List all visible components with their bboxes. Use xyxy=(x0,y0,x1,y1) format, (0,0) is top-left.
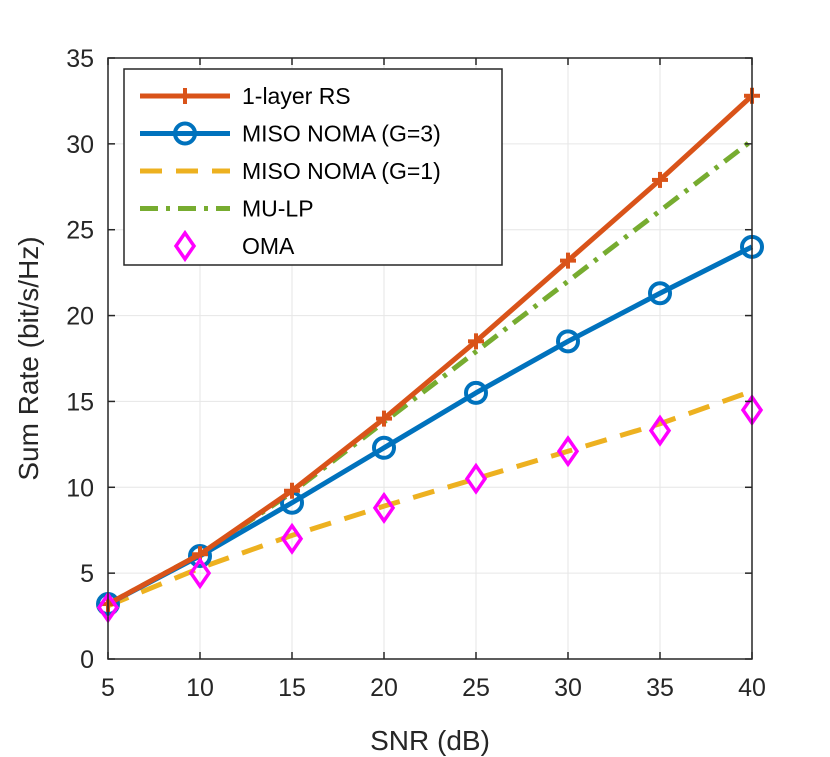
legend-label: OMA xyxy=(242,233,295,259)
y-tick-label: 10 xyxy=(66,474,94,502)
series-miso-noma-g-1 xyxy=(107,388,753,609)
data-point xyxy=(464,380,488,405)
x-tick-label: 40 xyxy=(738,674,766,702)
plot-frame xyxy=(107,57,753,660)
legend-label: MU-LP xyxy=(242,196,314,222)
y-tick-label: 30 xyxy=(66,131,94,159)
x-tick-label: 15 xyxy=(278,674,306,702)
y-tick-label: 20 xyxy=(66,303,94,331)
legend-item: OMA xyxy=(173,229,295,263)
y-tick-label: 0 xyxy=(80,646,94,674)
data-point xyxy=(560,252,576,269)
data-point xyxy=(280,522,304,555)
data-point xyxy=(468,333,484,350)
data-point xyxy=(648,414,672,447)
data-point xyxy=(648,281,672,306)
data-point xyxy=(372,491,396,524)
y-tick-label: 5 xyxy=(80,560,94,588)
x-tick-label: 20 xyxy=(370,674,398,702)
data-point xyxy=(376,410,392,427)
data-point xyxy=(464,462,488,495)
legend-label: MISO NOMA (G=1) xyxy=(242,158,441,184)
data-point xyxy=(556,435,580,468)
legend-swatch-marker xyxy=(173,229,197,263)
x-axis-title: SNR (dB) xyxy=(370,725,490,756)
series-line xyxy=(106,244,754,607)
x-tick-label: 10 xyxy=(186,674,214,702)
series-line xyxy=(107,388,753,609)
legend-item: MISO NOMA (G=1) xyxy=(140,158,441,184)
y-tick-label: 15 xyxy=(66,388,94,416)
legend-swatch-marker xyxy=(177,88,193,104)
x-tick-label: 5 xyxy=(101,674,115,702)
data-point xyxy=(188,543,212,568)
legend-item: 1-layer RS xyxy=(140,83,351,109)
legend-item: MISO NOMA (G=3) xyxy=(140,121,441,147)
series-line xyxy=(106,93,754,607)
legend-swatch-marker xyxy=(173,121,197,146)
x-tick-label: 35 xyxy=(646,674,674,702)
legend: 1-layer RS MISO NOMA (G=3) MISO NOMA (G=1)… xyxy=(123,68,503,266)
data-point xyxy=(284,482,300,499)
y-tick-label: 35 xyxy=(66,45,94,73)
legend-item: MU-LP xyxy=(140,196,314,222)
data-point xyxy=(652,171,668,188)
legend-label: MISO NOMA (G=3) xyxy=(242,121,441,147)
y-axis-title: Sum Rate (bit/s/Hz) xyxy=(13,236,44,480)
x-tick-label: 25 xyxy=(462,674,490,702)
data-point xyxy=(372,435,396,460)
data-point xyxy=(556,329,580,354)
y-tick-label: 25 xyxy=(66,217,94,245)
x-tick-label: 30 xyxy=(554,674,582,702)
legend-label: 1-layer RS xyxy=(242,83,351,109)
data-point xyxy=(188,557,212,590)
